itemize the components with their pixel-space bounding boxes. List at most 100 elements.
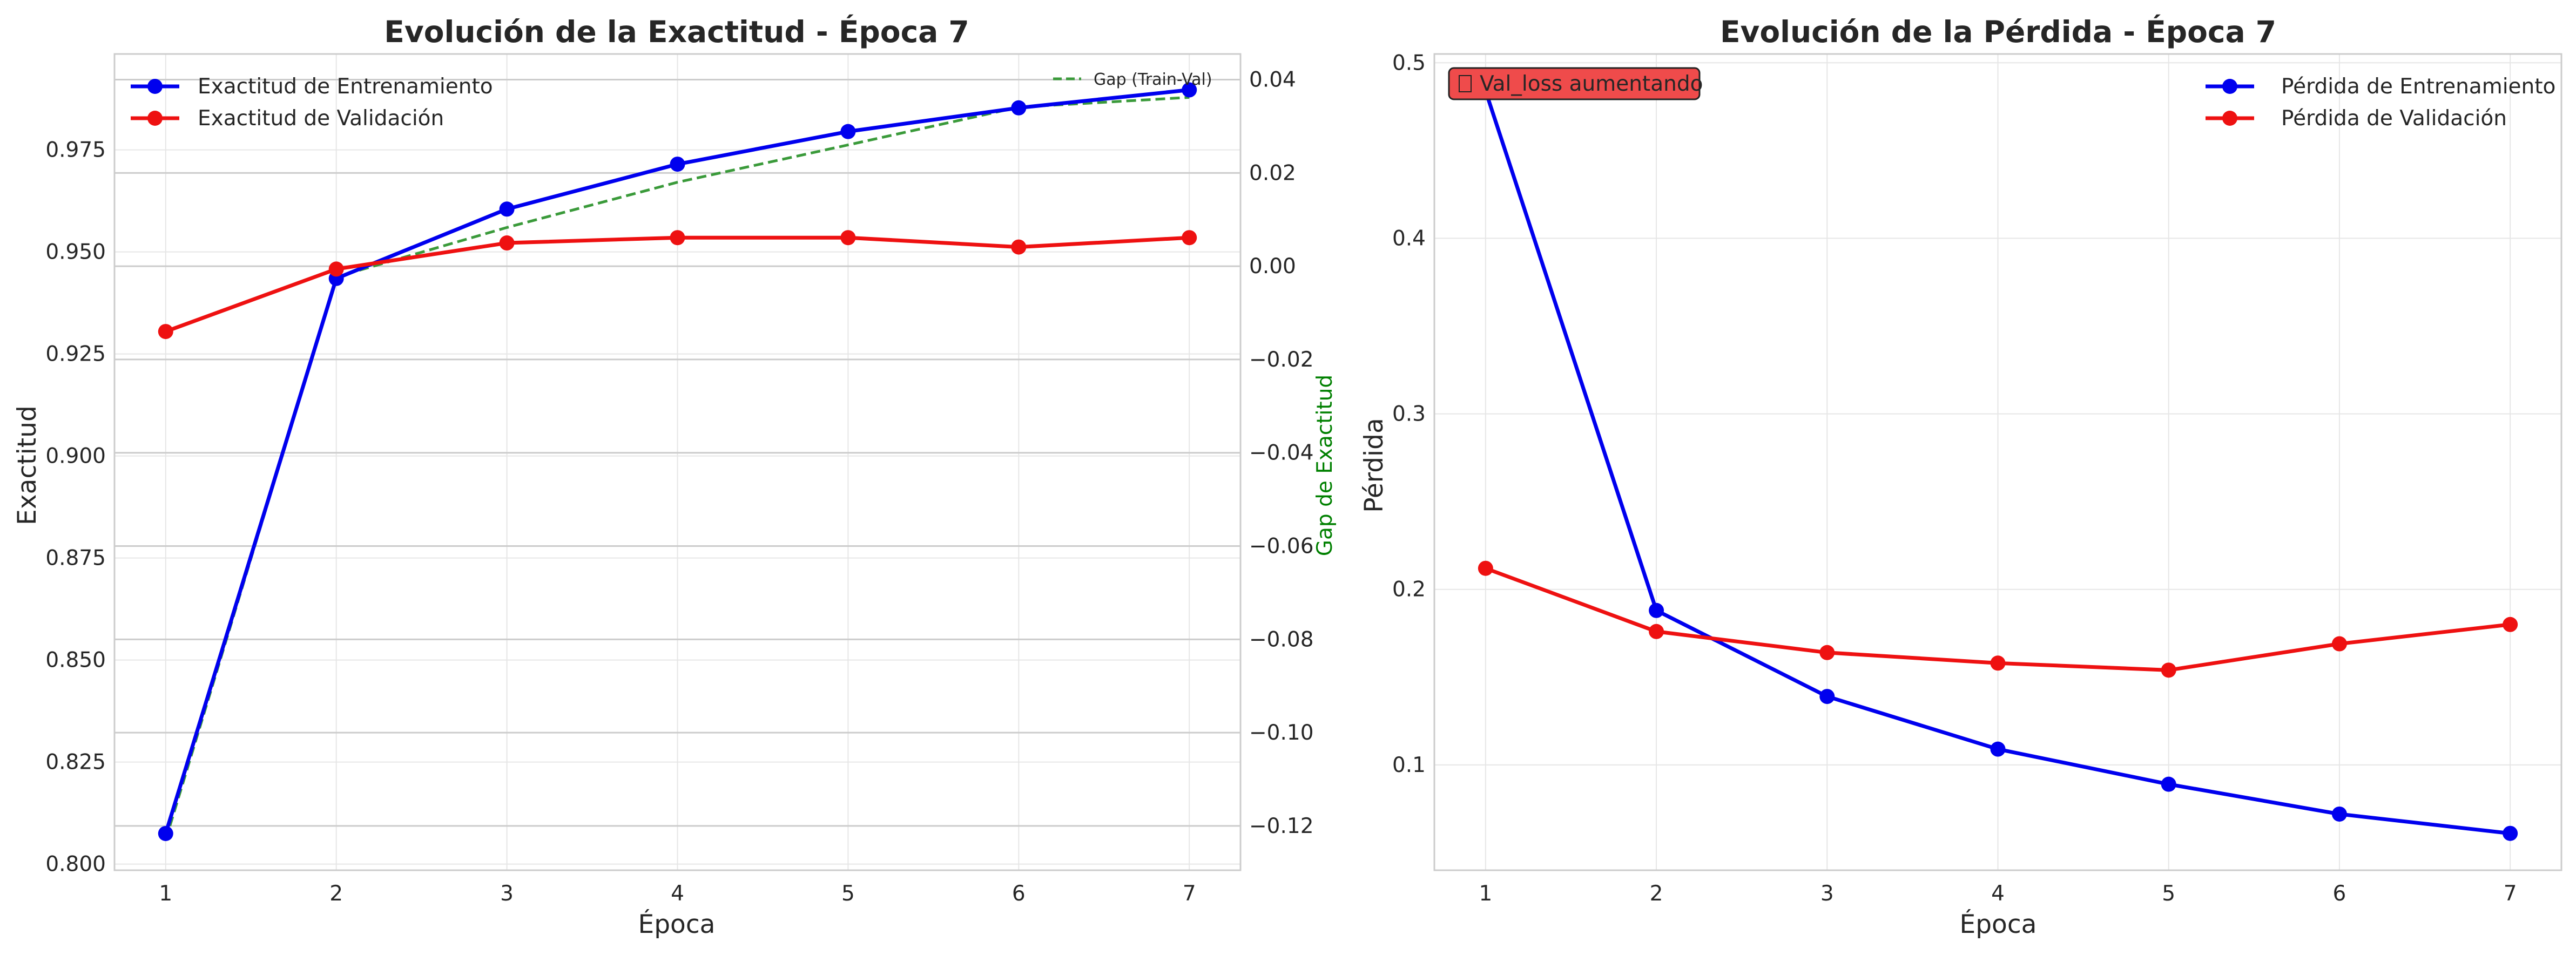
accuracy-y-tick-label: 0.925 xyxy=(45,342,106,367)
accuracy-y-tick-label: 0.975 xyxy=(45,138,106,162)
loss-train-point xyxy=(2331,806,2347,822)
accuracy-val-point xyxy=(499,235,515,251)
loss-train-point xyxy=(1819,689,1835,705)
loss-chart: Evolución de la Pérdida - Época 7 1 2 3 4 5 6… xyxy=(1359,14,2562,939)
accuracy-series xyxy=(158,82,1197,841)
accuracy-train-point xyxy=(1182,82,1197,98)
accuracy-x-tick-label: 4 xyxy=(671,882,684,906)
loss-x-axis-label: Época xyxy=(1960,910,2037,939)
accuracy-val-point xyxy=(1011,239,1027,255)
loss-val-point xyxy=(2161,662,2176,678)
gap-y-tick-label: −0.02 xyxy=(1249,348,1314,372)
loss-train-point xyxy=(2503,825,2518,841)
accuracy-y-ticks: 0.800 0.825 0.850 0.875 0.900 0.925 0.950 0.975 xyxy=(45,138,106,877)
accuracy-x-tick-label: 5 xyxy=(841,882,855,906)
accuracy-x-axis-label: Época xyxy=(638,910,716,939)
loss-y-tick-label: 0.4 xyxy=(1392,226,1426,250)
loss-x-tick-label: 2 xyxy=(1650,882,1663,906)
loss-grid xyxy=(1434,54,2561,870)
accuracy-y-tick-label: 0.875 xyxy=(45,546,106,571)
loss-y-tick-label: 0.1 xyxy=(1392,753,1426,777)
accuracy-x-tick-label: 3 xyxy=(500,882,514,906)
accuracy-train-point xyxy=(840,124,856,139)
accuracy-x-tick-label: 6 xyxy=(1012,882,1026,906)
gap-y-tick-label: −0.06 xyxy=(1249,534,1314,559)
accuracy-y-tick-label: 0.850 xyxy=(45,648,106,673)
loss-val-point xyxy=(2331,636,2347,652)
val-loss-warning-annotation: Val_loss aumentando xyxy=(1448,67,1703,100)
loss-y-tick-label: 0.3 xyxy=(1392,402,1426,426)
legend-label-train-accuracy: Exactitud de Entrenamiento xyxy=(198,74,493,99)
accuracy-y-tick-label: 0.900 xyxy=(45,444,106,469)
legend-marker-val-accuracy xyxy=(147,111,163,126)
accuracy-chart-title: Evolución de la Exactitud - Época 7 xyxy=(384,14,969,49)
loss-legend: Pérdida de Entrenamiento Pérdida de Vali… xyxy=(2206,74,2555,131)
legend-label-val-loss: Pérdida de Validación xyxy=(2281,106,2507,131)
accuracy-train-point xyxy=(499,201,515,217)
loss-y-axis-label: Pérdida xyxy=(1359,418,1389,513)
gap-y-axis-label: Gap de Exactitud xyxy=(1313,375,1337,556)
loss-val-point xyxy=(1649,624,1664,639)
loss-series xyxy=(1478,83,2518,841)
gap-y-tick-label: −0.04 xyxy=(1249,441,1314,465)
gap-y-tick-label: 0.02 xyxy=(1249,161,1296,185)
legend-marker-val-loss xyxy=(2222,111,2237,126)
warning-sign-glyph-icon xyxy=(1459,75,1472,92)
accuracy-chart: Evolución de la Exactitud - Época 7 1 2 3 4… xyxy=(12,14,1337,939)
accuracy-val-point xyxy=(670,230,685,246)
legend-label-train-loss: Pérdida de Entrenamiento xyxy=(2281,74,2555,99)
loss-train-point xyxy=(1990,741,2006,757)
gap-y-tick-label: −0.08 xyxy=(1249,627,1314,652)
accuracy-x-ticks: 1 2 3 4 5 6 7 xyxy=(159,882,1196,906)
loss-chart-title: Evolución de la Pérdida - Época 7 xyxy=(1720,14,2276,49)
accuracy-val-point xyxy=(1182,230,1197,246)
loss-y-tick-label: 0.5 xyxy=(1392,51,1426,75)
loss-x-ticks: 1 2 3 4 5 6 7 xyxy=(1479,882,2517,906)
accuracy-val-point xyxy=(328,261,344,277)
legend-marker-train-loss xyxy=(2222,79,2237,94)
accuracy-grid xyxy=(114,54,1240,870)
accuracy-y-tick-label: 0.825 xyxy=(45,750,106,775)
accuracy-plot-frame xyxy=(113,53,1242,871)
loss-x-tick-label: 3 xyxy=(1820,882,1834,906)
gap-legend: Gap (Train-Val) xyxy=(1053,70,1212,89)
legend-marker-train-accuracy xyxy=(147,79,163,94)
accuracy-train-point xyxy=(1011,100,1027,116)
loss-train-point xyxy=(1649,602,1664,618)
gap-y-ticks: −0.12 −0.10 −0.08 −0.06 −0.04 −0.02 0.00 0.02 0.… xyxy=(1249,68,1314,838)
accuracy-x-tick-label: 2 xyxy=(329,882,343,906)
gap-y-tick-label: 0.04 xyxy=(1249,68,1296,92)
loss-plot-frame xyxy=(1433,53,2562,871)
accuracy-y-axis-label: Exactitud xyxy=(12,405,42,525)
gap-axis-gridlines xyxy=(114,79,1240,827)
gap-y-tick-label: −0.12 xyxy=(1249,814,1314,838)
loss-y-ticks: 0.1 0.2 0.3 0.4 0.5 xyxy=(1392,51,1426,777)
loss-val-point xyxy=(1478,560,1493,576)
loss-x-tick-label: 5 xyxy=(2162,882,2175,906)
gap-y-tick-label: −0.10 xyxy=(1249,721,1314,745)
accuracy-legend: Exactitud de Entrenamiento Exactitud de … xyxy=(131,74,493,131)
accuracy-val-point xyxy=(158,324,173,340)
loss-y-tick-label: 0.2 xyxy=(1392,578,1426,602)
accuracy-x-tick-label: 1 xyxy=(159,882,172,906)
loss-val-point xyxy=(1990,655,2006,671)
accuracy-y-tick-label: 0.800 xyxy=(45,852,106,877)
loss-x-tick-label: 6 xyxy=(2333,882,2346,906)
loss-x-tick-label: 7 xyxy=(2504,882,2517,906)
accuracy-train-point xyxy=(670,157,685,172)
annotation-text: Val_loss aumentando xyxy=(1480,72,1703,96)
legend-label-val-accuracy: Exactitud de Validación xyxy=(198,106,444,131)
loss-train-point xyxy=(2161,776,2176,792)
accuracy-train-point xyxy=(158,825,173,841)
loss-x-tick-label: 4 xyxy=(1991,882,2005,906)
accuracy-y-tick-label: 0.950 xyxy=(45,240,106,265)
loss-x-tick-label: 1 xyxy=(1479,882,1492,906)
legend-label-gap: Gap (Train-Val) xyxy=(1094,70,1212,89)
annotation-box xyxy=(1448,67,1701,100)
accuracy-val-point xyxy=(840,230,856,246)
gap-y-tick-label: 0.00 xyxy=(1249,254,1296,279)
loss-val-point xyxy=(2503,617,2518,632)
loss-val-point xyxy=(1819,645,1835,660)
